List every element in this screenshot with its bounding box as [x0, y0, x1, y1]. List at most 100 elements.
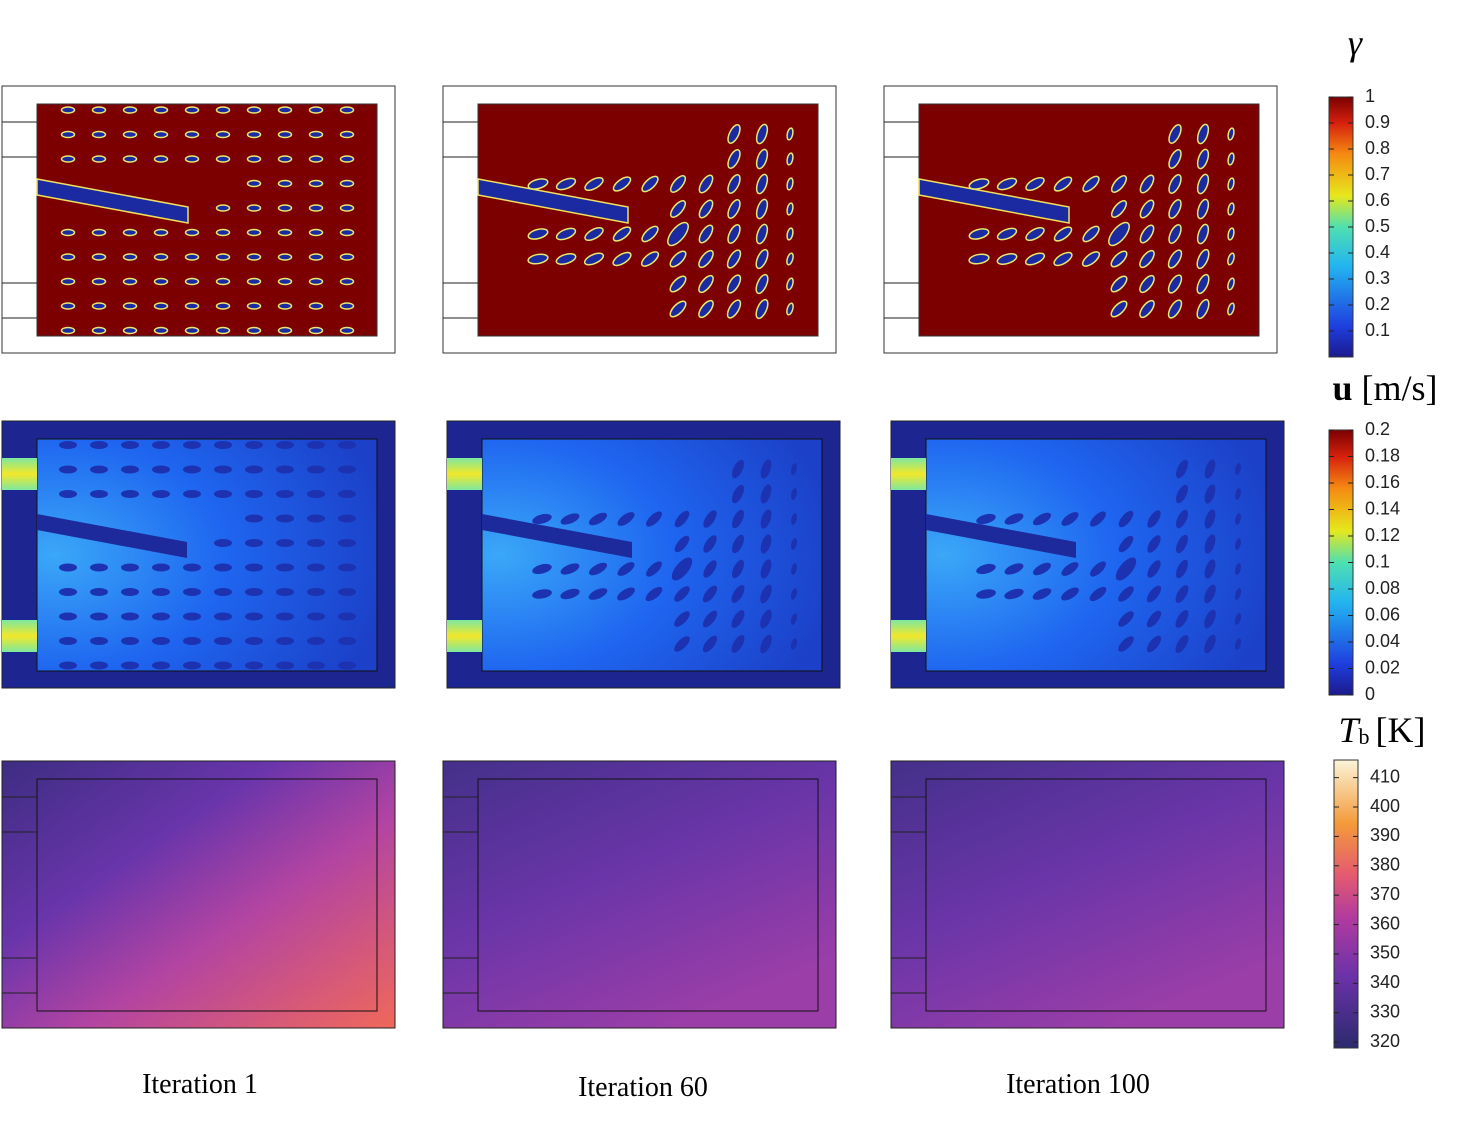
particle [760, 634, 772, 654]
particle [246, 253, 262, 261]
particle [786, 152, 794, 166]
colorbar-tick-label: 0.7 [1365, 164, 1390, 184]
particle [339, 253, 355, 261]
subscript: b [1359, 724, 1370, 749]
particle [183, 637, 201, 645]
particle [698, 174, 714, 194]
particle [1175, 585, 1189, 603]
particle [698, 224, 714, 244]
particle [246, 228, 262, 237]
particle [1168, 174, 1182, 194]
particle [1175, 610, 1189, 628]
particle [1204, 634, 1216, 654]
design-region [36, 103, 378, 337]
temperature-panel [1, 760, 396, 1029]
particle [215, 302, 231, 310]
particle [339, 326, 355, 335]
particle [1176, 484, 1188, 504]
particle [726, 299, 742, 319]
particle [246, 130, 262, 139]
particle [60, 155, 76, 163]
particle [1176, 534, 1188, 554]
particle [184, 302, 200, 310]
colorbar-tick-label: 0.06 [1365, 604, 1400, 624]
symbol: T [1338, 710, 1361, 750]
particle [1110, 175, 1128, 193]
colorbar-tick-label: 0.3 [1365, 268, 1390, 288]
particle [276, 539, 294, 547]
particle [791, 563, 797, 575]
particle [1227, 227, 1235, 241]
particle [1139, 174, 1155, 194]
colorbar-tick-label: 0.6 [1365, 190, 1390, 210]
particle [1176, 459, 1188, 479]
particle [1176, 559, 1188, 579]
particle [584, 177, 604, 191]
particle [91, 130, 107, 139]
particle [1110, 275, 1128, 293]
particle [308, 204, 324, 212]
particle [1234, 588, 1242, 600]
particle [277, 326, 293, 335]
particle [339, 302, 355, 310]
particle [976, 563, 996, 575]
particle [646, 511, 662, 527]
particle [1004, 563, 1024, 575]
design-region [36, 778, 378, 1012]
particle [646, 561, 662, 577]
particle [153, 277, 169, 286]
particle [732, 534, 744, 554]
particle [307, 637, 325, 645]
particle [527, 253, 549, 265]
particle [184, 228, 200, 237]
particle [338, 612, 356, 621]
particle [1090, 511, 1106, 527]
particle [1146, 585, 1162, 603]
colorbar-tick-label: 360 [1370, 913, 1400, 933]
particle [121, 563, 139, 572]
particle [698, 299, 714, 319]
particle [90, 441, 108, 449]
particle [153, 253, 169, 261]
particle [760, 509, 772, 529]
gamma-panel [883, 85, 1278, 354]
particle [1118, 636, 1134, 652]
particle [307, 441, 325, 449]
particle [702, 635, 718, 653]
particle [152, 441, 170, 449]
particle [338, 563, 356, 572]
design-region [477, 778, 819, 1012]
particle [698, 274, 714, 294]
particle [1139, 249, 1155, 269]
particle [1167, 249, 1183, 269]
particle [59, 465, 77, 474]
colorbar-tick-label: 0.16 [1365, 472, 1400, 492]
particle [555, 177, 577, 191]
particle [968, 253, 990, 265]
inlet-jet [891, 620, 926, 652]
particle [276, 465, 294, 474]
particle [121, 612, 139, 621]
colorbar-tick-label: 0.14 [1365, 498, 1400, 518]
colorbar-tick-label: 390 [1370, 825, 1400, 845]
particle [245, 637, 263, 645]
particle [698, 249, 714, 269]
particle [1110, 250, 1128, 268]
particle [532, 513, 552, 525]
particle [184, 326, 200, 335]
particle [674, 586, 690, 602]
particle [669, 200, 687, 218]
particle [612, 226, 632, 242]
particle [560, 563, 580, 575]
particle [308, 155, 324, 163]
particle [1032, 512, 1052, 526]
particle [215, 228, 231, 237]
particle [152, 563, 170, 572]
particle [91, 106, 107, 114]
particle [731, 635, 745, 653]
particle [153, 326, 169, 335]
particle [215, 326, 231, 335]
particle [59, 612, 77, 621]
particle [276, 490, 294, 498]
particle [153, 155, 169, 163]
